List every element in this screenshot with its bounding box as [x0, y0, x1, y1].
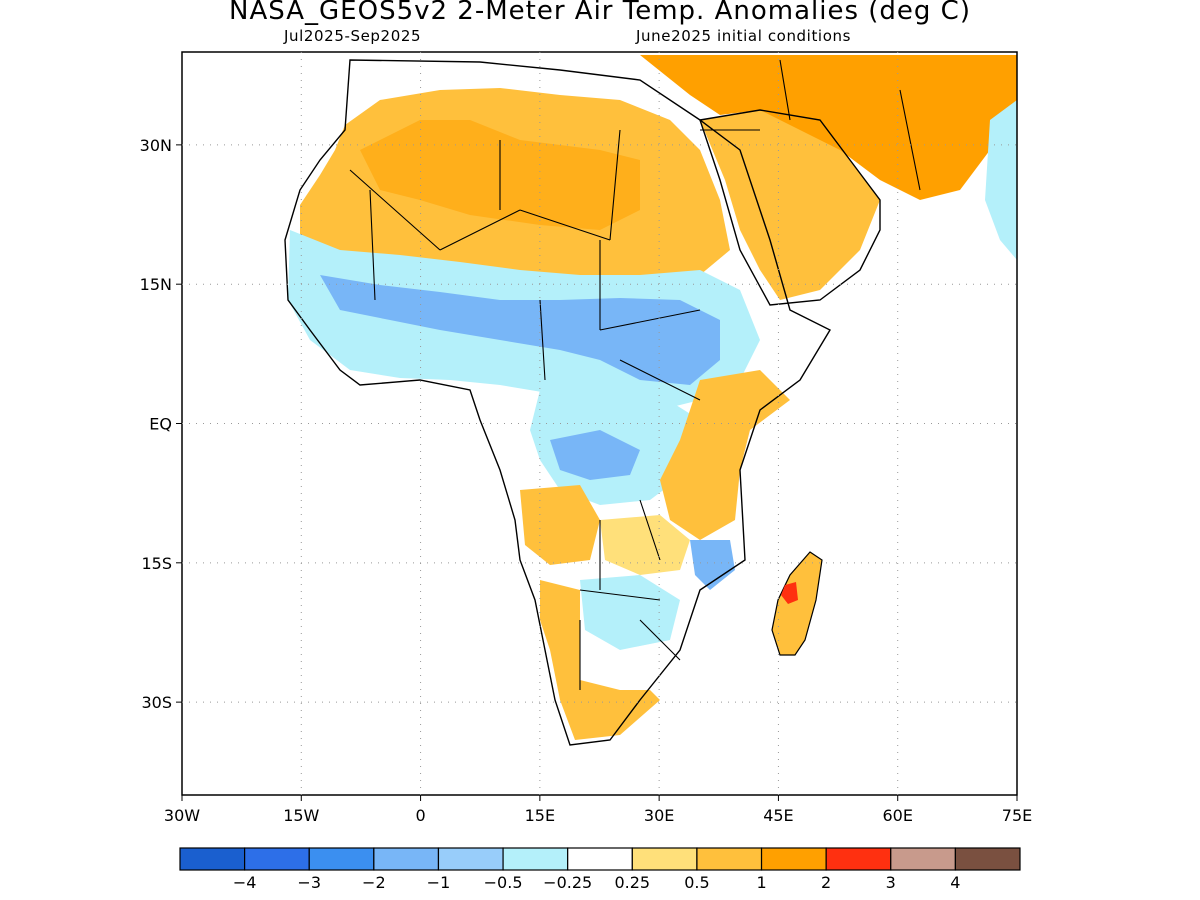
colorbar-label: −2: [362, 873, 386, 892]
colorbar-label: 3: [886, 873, 896, 892]
arabia-coastline: [699, 109, 881, 306]
angola-warm-region: [520, 485, 600, 565]
colorbar-swatch: [308, 847, 375, 871]
colorbar-label: −1: [427, 873, 451, 892]
colorbar-label: −4: [233, 873, 257, 892]
map-title: NASA_GEOS5v2 2-Meter Air Temp. Anomalies…: [229, 0, 971, 26]
border-lines: [349, 59, 921, 690]
latitude-axis: 30N 15N EQ 15S 30S: [140, 136, 182, 712]
south-africa-warm-region: [540, 580, 660, 740]
lon-tick-label: 15W: [283, 806, 319, 825]
madagascar-hot-spot: [781, 582, 798, 604]
colorbar-swatch: [437, 847, 504, 871]
lat-tick-label: 30N: [140, 136, 172, 155]
colorbar-label: 0.5: [684, 873, 709, 892]
anomaly-field: [285, 55, 1017, 745]
colorbar-swatch: [890, 847, 956, 871]
lon-tick-label: 45E: [763, 806, 793, 825]
colorbar-swatch: [631, 847, 698, 871]
lat-tick-label: 15S: [141, 554, 172, 573]
lat-tick-label: 15N: [140, 275, 172, 294]
madagascar: [771, 551, 823, 656]
zambia-warm-region: [600, 515, 690, 575]
lat-tick-label: EQ: [149, 415, 172, 434]
initial-conditions-label: June2025 initial conditions: [636, 27, 851, 45]
congo-cold-patch: [550, 430, 640, 480]
lon-tick-label: 0: [415, 806, 425, 825]
colorbar: −4 −3 −2 −1 −0.5 −0.25 0.25 0.5 1 2 3 4: [179, 847, 1021, 892]
lat-tick-label: 30S: [141, 693, 172, 712]
colorbar-label: 0.25: [614, 873, 650, 892]
botswana-cool-region: [580, 575, 680, 650]
lon-tick-label: 75E: [1002, 806, 1032, 825]
colorbar-swatch: [696, 847, 763, 871]
colorbar-label: 4: [950, 873, 960, 892]
east-africa-warm-region: [660, 370, 790, 540]
colorbar-swatch: [825, 847, 892, 871]
sahel-cold-band: [320, 275, 720, 385]
longitude-axis: 30W 15W 0 15E 30E 45E 60E 75E: [164, 795, 1032, 825]
colorbar-swatch: [502, 847, 569, 871]
colorbar-swatch: [567, 847, 633, 871]
graticule: [182, 52, 1017, 795]
colorbar-swatch: [179, 847, 246, 871]
middle-east-hot-region: [640, 55, 1017, 200]
lon-tick-label: 60E: [882, 806, 912, 825]
colorbar-label: −3: [297, 873, 321, 892]
lon-tick-label: 30E: [644, 806, 674, 825]
colorbar-label: 2: [821, 873, 831, 892]
colorbar-label: 1: [756, 873, 766, 892]
coastlines: [284, 59, 921, 746]
colorbar-label: −0.25: [543, 873, 592, 892]
india-cool-edge: [985, 100, 1017, 260]
africa-coastline: [284, 59, 831, 746]
colorbar-swatch: [373, 847, 440, 871]
forecast-period: Jul2025-Sep2025: [284, 27, 422, 45]
lon-tick-label: 30W: [164, 806, 200, 825]
colorbar-swatch: [760, 847, 827, 871]
arabia-warm-region: [700, 110, 880, 300]
colorbar-swatch: [244, 847, 310, 871]
colorbar-swatch: [954, 847, 1021, 871]
mozambique-cold-region: [690, 540, 735, 590]
colorbar-label: −0.5: [484, 873, 523, 892]
lon-tick-label: 15E: [525, 806, 555, 825]
